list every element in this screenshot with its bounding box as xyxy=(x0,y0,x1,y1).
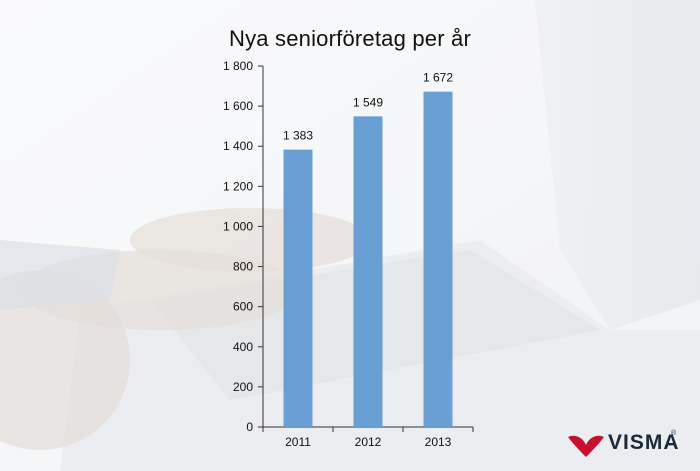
y-tick-label: 1 200 xyxy=(223,179,253,193)
bar xyxy=(423,91,453,427)
x-tick-label: 2012 xyxy=(355,435,382,449)
visma-logo-icon xyxy=(568,435,604,457)
bar xyxy=(353,116,383,427)
bar xyxy=(283,149,313,428)
bar-value-label: 1 383 xyxy=(283,129,313,143)
x-tick-label: 2011 xyxy=(285,435,311,449)
y-tick-label: 400 xyxy=(233,340,253,354)
visma-logo-text: VISMA xyxy=(608,431,680,454)
chart-title: Nya seniorföretag per år xyxy=(228,26,472,51)
bar-value-label: 1 672 xyxy=(423,71,453,85)
y-tick-label: 0 xyxy=(246,420,253,434)
y-tick-label: 1 800 xyxy=(223,59,253,73)
bar-value-label: 1 549 xyxy=(353,95,383,109)
y-tick-label: 600 xyxy=(233,300,253,314)
y-tick-label: 1 400 xyxy=(223,139,253,153)
y-tick-label: 1 000 xyxy=(223,219,253,233)
visma-registered-mark: ® xyxy=(671,430,677,437)
y-tick-label: 1 600 xyxy=(223,99,253,113)
y-tick-label: 200 xyxy=(233,380,253,394)
y-tick-label: 800 xyxy=(233,260,253,274)
x-tick-label: 2013 xyxy=(425,435,452,449)
